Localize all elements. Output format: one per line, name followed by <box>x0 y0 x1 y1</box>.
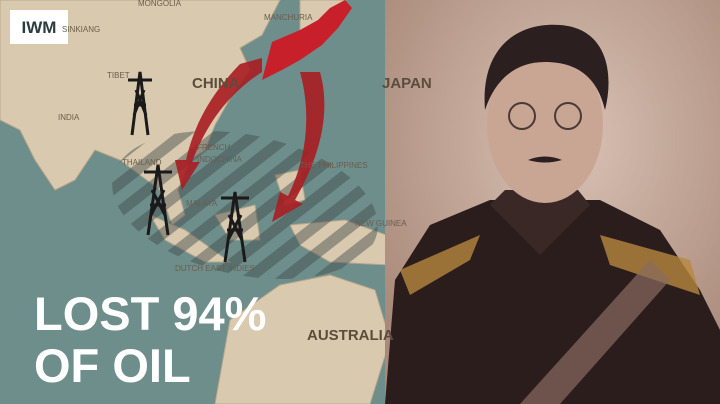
map-label: TIBET <box>107 71 130 80</box>
japan <box>262 0 352 80</box>
map-label: NEW GUINEA <box>355 219 407 228</box>
map-label: THE PHILIPPINES <box>300 161 368 170</box>
logo: IWM <box>22 18 57 37</box>
logo-box <box>10 10 68 44</box>
map-label: FRENCH <box>197 143 231 152</box>
map-label: DUTCH EAST INDIES <box>175 264 255 273</box>
map-label: MALAYA <box>186 199 218 208</box>
portrait <box>385 0 720 404</box>
map-label: SINKIANG <box>62 25 100 34</box>
map-label: THAILAND <box>122 158 162 167</box>
headline: LOST 94%OF OIL <box>34 287 266 392</box>
map-label: MANCHURIA <box>264 13 313 22</box>
map-label: JAPAN <box>382 75 432 92</box>
headline-line: LOST 94% <box>34 287 266 340</box>
arrows <box>175 58 325 222</box>
map-label: MONGOLIA <box>138 0 182 8</box>
headline-line: OF OIL <box>34 339 191 392</box>
map-label: INDOCHINA <box>197 155 243 164</box>
map-labels: MONGOLIA SINKIANG MANCHURIA TIBET CHINA JAPAN… <box>58 0 432 344</box>
map-label: CHINA <box>192 75 240 92</box>
map-label: AUSTRALIA <box>307 327 394 344</box>
oil-derricks <box>128 71 249 263</box>
map-label: INDIA <box>58 113 80 122</box>
